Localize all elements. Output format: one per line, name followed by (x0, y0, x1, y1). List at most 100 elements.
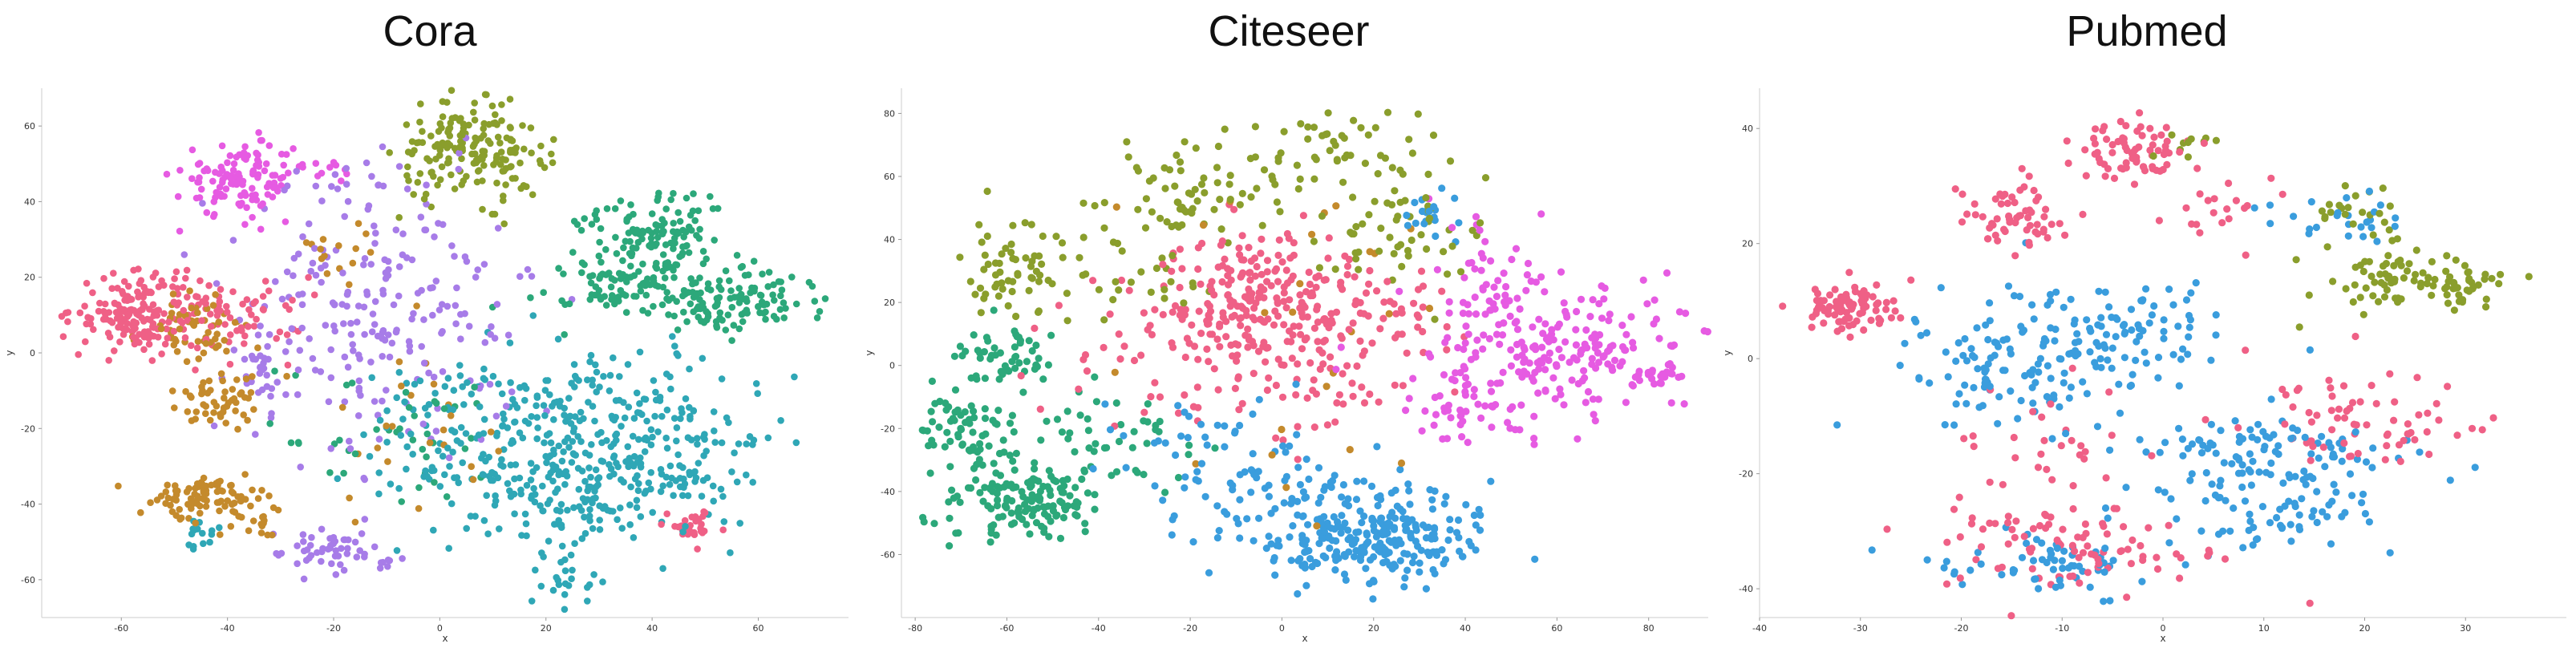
data-point (64, 318, 71, 326)
data-point (149, 301, 157, 309)
data-point (1851, 288, 1860, 296)
data-point (1322, 276, 1330, 284)
data-point (512, 461, 520, 468)
data-point (570, 504, 577, 512)
data-point (752, 380, 760, 387)
data-point (2045, 520, 2053, 529)
data-point (188, 146, 196, 154)
data-point (642, 395, 650, 403)
data-point (2295, 511, 2303, 519)
data-point (1071, 448, 1079, 456)
data-point (1999, 336, 2007, 344)
data-point (2076, 579, 2084, 587)
data-point (1272, 434, 1280, 442)
data-point (1112, 468, 1121, 476)
data-point (226, 360, 234, 368)
data-point (2057, 442, 2065, 450)
data-point (176, 325, 184, 333)
data-point (1345, 326, 1353, 334)
data-point (516, 273, 524, 281)
data-point (1477, 266, 1485, 274)
data-point (1343, 262, 1352, 270)
data-point (1356, 309, 1364, 318)
data-point (693, 435, 701, 442)
data-point (1351, 273, 1359, 281)
data-point (305, 220, 313, 228)
data-point (696, 274, 703, 281)
data-point (1272, 381, 1280, 390)
data-point (347, 330, 355, 338)
data-point (961, 407, 969, 416)
data-point (1083, 415, 1092, 423)
data-point (1462, 500, 1470, 509)
data-point (1594, 349, 1602, 357)
data-point (390, 301, 398, 309)
data-point (168, 387, 176, 395)
data-point (2101, 545, 2109, 553)
data-point (1996, 190, 2004, 198)
data-point (185, 541, 192, 549)
data-point (2452, 284, 2460, 292)
data-point (83, 279, 91, 287)
data-point (672, 477, 680, 484)
data-point (500, 463, 507, 470)
data-point (516, 474, 524, 482)
data-point (1472, 349, 1480, 357)
data-point (1950, 505, 1958, 513)
data-point (1831, 311, 1839, 319)
data-point (392, 328, 400, 336)
data-point (1443, 322, 1451, 331)
data-point (770, 281, 777, 289)
data-point (180, 306, 188, 314)
data-point (447, 412, 455, 419)
data-point (2323, 512, 2331, 520)
data-point (403, 443, 411, 451)
data-point (1270, 557, 1278, 565)
data-point (192, 415, 199, 423)
data-point (1168, 222, 1176, 231)
data-point (739, 262, 746, 270)
x-tick-label: -60 (999, 623, 1014, 634)
data-point (1520, 343, 1528, 351)
data-point (371, 543, 379, 551)
data-point (2149, 141, 2157, 149)
data-point (999, 436, 1007, 444)
data-point (221, 337, 229, 344)
data-point (2247, 481, 2255, 489)
data-point (2242, 346, 2250, 354)
data-point (2019, 328, 2027, 336)
data-point (1370, 553, 1378, 561)
data-point (1412, 219, 1420, 227)
data-point (662, 371, 670, 378)
data-point (2305, 291, 2313, 299)
data-point (368, 172, 375, 180)
data-point (384, 331, 392, 338)
data-point (217, 370, 225, 378)
data-point (715, 277, 723, 285)
data-point (568, 459, 576, 466)
data-point (388, 423, 396, 430)
data-point (388, 339, 396, 347)
data-point (2188, 440, 2197, 448)
data-point (1351, 553, 1359, 561)
data-point (920, 518, 928, 526)
data-point (261, 277, 269, 285)
data-point (1176, 158, 1185, 166)
data-point (982, 430, 990, 438)
data-point (1403, 525, 1411, 533)
data-point (2139, 553, 2147, 561)
data-point (2128, 326, 2136, 334)
data-point (1869, 293, 1877, 301)
data-point (682, 242, 690, 250)
data-point (444, 444, 452, 452)
data-point (549, 461, 557, 469)
data-point (300, 538, 307, 545)
data-point (548, 150, 555, 158)
data-point (2341, 210, 2349, 218)
data-point (1630, 344, 1638, 352)
data-point (2153, 553, 2161, 561)
data-point (611, 205, 619, 213)
data-point (1261, 318, 1269, 326)
data-point (233, 153, 241, 161)
